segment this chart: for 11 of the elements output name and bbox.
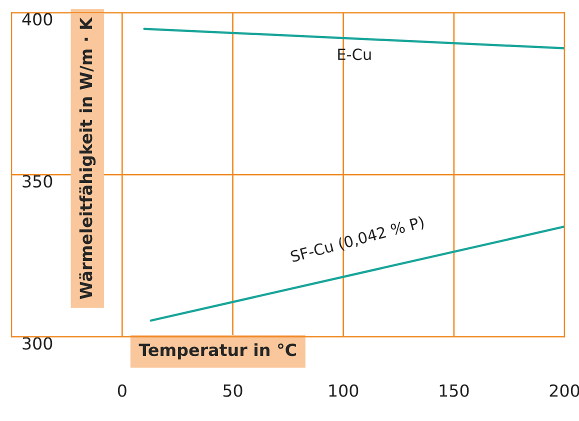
y-tick-label: 300 [22, 337, 52, 350]
text: SF-Cu (0,042 % P) [290, 216, 425, 264]
y-tick-label: 400 [22, 12, 52, 26]
x-tick-label: 150 [440, 384, 469, 397]
x-axis-title: Temperatur in °C [138, 343, 296, 360]
y-tick-label: 350 [22, 175, 52, 188]
y-axis-title: Wärmeleitfähigkeit in W/m · K [79, 16, 96, 300]
x-tick-label: 200 [550, 384, 579, 397]
x-tick-label: 50 [223, 384, 242, 397]
x-tick-label: 0 [118, 384, 126, 397]
x-tick-label: 100 [329, 384, 358, 397]
